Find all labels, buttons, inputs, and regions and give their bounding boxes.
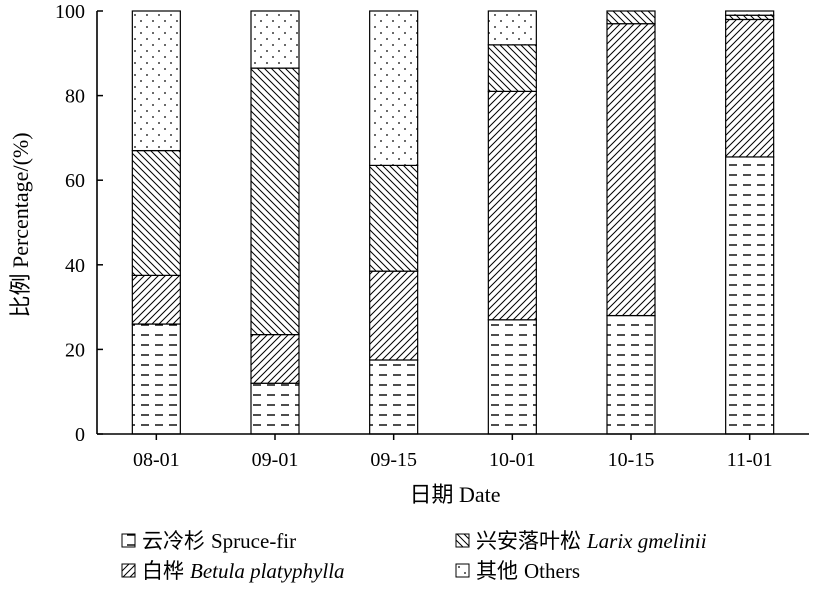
legend-label-cn: 其他: [476, 559, 518, 583]
bar-segment-09-01-series-0: [250, 382, 300, 435]
bar-segment-10-01-series-3: [487, 10, 537, 46]
bar-segment-09-15-series-0: [369, 359, 419, 435]
bar-segment-08-01-series-2: [131, 149, 181, 276]
legend-item-3: 其他 Others: [455, 559, 580, 583]
legend-swatch: [121, 533, 136, 548]
legend-item-2: 兴安落叶松 Larix gmelinii: [455, 529, 707, 553]
bars-layer: [131, 10, 775, 435]
legend-label-latin: Others: [524, 559, 580, 583]
legend-item-0: 云冷杉 Spruce-fir: [121, 529, 296, 553]
bar-segment-09-01-series-2: [250, 67, 300, 336]
bar-segment-11-01-series-2: [725, 14, 775, 21]
bar-segment-10-15-series-1: [606, 23, 656, 317]
legend-label: 云冷杉 Spruce-fir: [142, 529, 296, 553]
y-tick-label: 60: [65, 170, 85, 192]
bar-segment-11-01-series-3: [725, 10, 775, 16]
bar-segment-09-15-series-1: [369, 270, 419, 361]
axes-layer: 08-01 09-01 09-15 10-01 10-15 11-01 0 20 40 60 80 1…: [55, 1, 809, 471]
bar-segment-08-01-series-0: [131, 323, 181, 435]
y-tick-label: 20: [65, 339, 85, 361]
bar-segment-09-15-series-3: [369, 10, 419, 166]
bar-segment-11-01-series-0: [725, 156, 775, 435]
legend-label: 其他 Others: [476, 559, 580, 583]
legend-label-cn: 云冷杉: [142, 529, 205, 553]
x-tick-label: 10-15: [608, 449, 655, 471]
bar-segment-11-01-series-1: [725, 18, 775, 158]
x-tick-label: 08-01: [133, 449, 180, 471]
y-tick-label: 0: [75, 424, 85, 446]
bar-segment-10-15-series-0: [606, 314, 656, 435]
y-axis-title: 比例 Percentage/(%): [8, 132, 33, 317]
legend-label-latin: Betula platyphylla: [190, 559, 345, 583]
bar-segment-08-01-series-3: [131, 10, 181, 152]
legend-label-cn: 白桦: [142, 559, 184, 583]
x-tick-label: 09-01: [252, 449, 299, 471]
legend: 云冷杉 Spruce-fir 白桦 Betula platyphylla 兴安落叶松 La…: [121, 529, 707, 583]
y-tick-label: 100: [55, 1, 85, 23]
y-tick-label: 40: [65, 255, 85, 277]
bar-segment-09-15-series-2: [369, 164, 419, 272]
legend-label: 白桦 Betula platyphylla: [142, 559, 345, 583]
y-tick-label: 80: [65, 86, 85, 108]
legend-label: 兴安落叶松 Larix gmelinii: [476, 529, 707, 553]
legend-swatch: [455, 563, 470, 578]
x-tick-label: 09-15: [370, 449, 417, 471]
legend-label-cn: 兴安落叶松: [476, 529, 581, 553]
legend-swatch: [121, 563, 136, 578]
x-axis-title: 日期 Date: [409, 482, 500, 507]
bar-segment-10-01-series-2: [487, 44, 537, 92]
bar-segment-09-01-series-3: [250, 10, 300, 69]
x-tick-label: 11-01: [727, 449, 773, 471]
bar-segment-09-01-series-1: [250, 333, 300, 384]
x-tick-label: 10-01: [489, 449, 536, 471]
bar-segment-10-01-series-0: [487, 319, 537, 435]
bar-segment-08-01-series-1: [131, 274, 181, 325]
bar-segment-10-15-series-2: [606, 10, 656, 25]
legend-item-1: 白桦 Betula platyphylla: [121, 559, 345, 583]
legend-label-latin: Larix gmelinii: [586, 529, 707, 553]
legend-swatch: [455, 533, 470, 548]
legend-label-latin: Spruce-fir: [211, 529, 296, 553]
bar-segment-10-01-series-1: [487, 90, 537, 321]
